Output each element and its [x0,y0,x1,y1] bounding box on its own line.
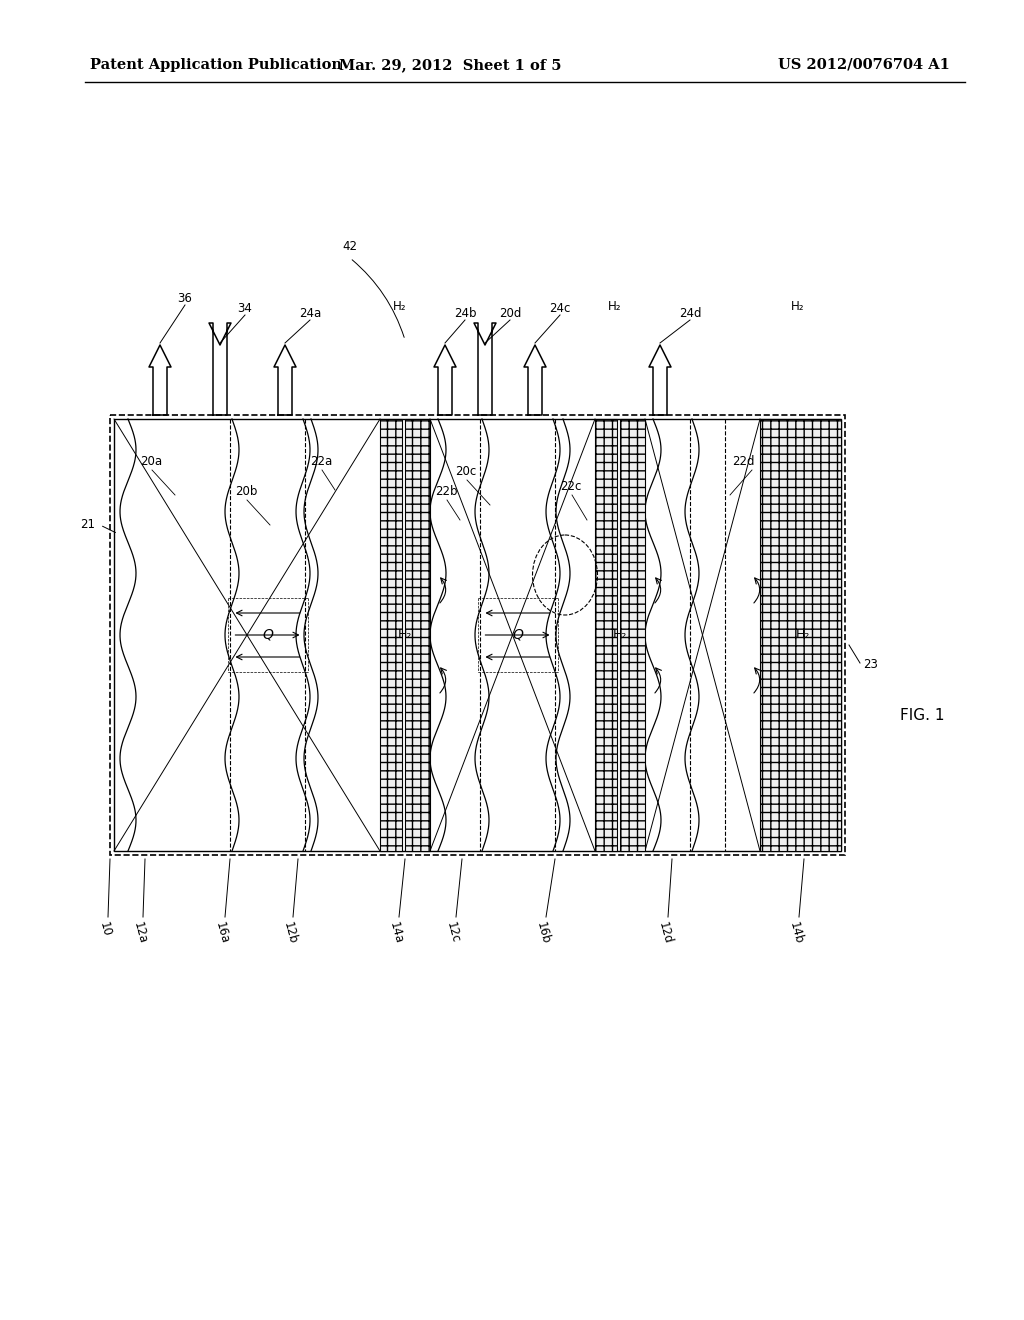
Text: 20c: 20c [455,465,476,478]
Text: 16b: 16b [534,920,552,945]
Text: 20b: 20b [234,484,257,498]
Text: Q: Q [512,628,523,642]
Text: 12b: 12b [281,920,299,945]
Text: US 2012/0076704 A1: US 2012/0076704 A1 [778,58,950,73]
Text: H₂: H₂ [397,628,413,642]
Text: 12c: 12c [444,920,462,944]
Text: H₂: H₂ [791,300,804,313]
Text: 14a: 14a [387,920,406,945]
Text: 10: 10 [97,920,114,937]
Text: H₂: H₂ [796,628,810,642]
Bar [620,418,645,851]
Bar [114,418,841,851]
Text: 34: 34 [238,302,253,315]
Text: 21: 21 [80,519,95,532]
Text: 14b: 14b [786,920,805,945]
Text: 22d: 22d [732,455,755,469]
Text: 22b: 22b [435,484,458,498]
Text: 20a: 20a [140,455,162,469]
Bar [760,418,841,851]
Text: 23: 23 [863,659,878,672]
Text: H₂: H₂ [608,300,622,313]
Text: FIG. 1: FIG. 1 [900,708,944,722]
Text: 24a: 24a [299,308,322,319]
Text: 22c: 22c [560,480,582,492]
Text: 16a: 16a [213,920,231,945]
Text: Mar. 29, 2012  Sheet 1 of 5: Mar. 29, 2012 Sheet 1 of 5 [339,58,561,73]
Text: Q: Q [262,628,273,642]
Text: 20d: 20d [499,308,521,319]
Text: 12a: 12a [131,920,150,945]
Bar [406,418,430,851]
Text: Patent Application Publication: Patent Application Publication [90,58,342,73]
Bar [380,418,402,851]
Text: 24d: 24d [679,308,701,319]
Text: 24c: 24c [549,302,570,315]
Bar [110,414,845,855]
Text: 42: 42 [342,240,357,253]
Text: H₂: H₂ [393,300,407,313]
Text: H₂: H₂ [612,628,627,642]
Text: 22a: 22a [310,455,332,469]
Text: 12d: 12d [655,920,674,945]
Bar [595,418,617,851]
Text: 36: 36 [177,292,193,305]
Text: 24b: 24b [454,308,476,319]
